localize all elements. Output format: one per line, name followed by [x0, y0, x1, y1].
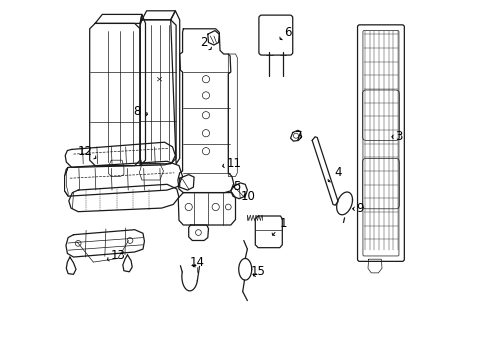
Text: 7: 7 — [294, 130, 302, 143]
Text: 12: 12 — [78, 145, 96, 159]
Text: 14: 14 — [189, 256, 204, 269]
Text: 4: 4 — [327, 166, 341, 182]
Text: 11: 11 — [223, 157, 241, 170]
Text: 5: 5 — [233, 180, 241, 193]
Text: 1: 1 — [272, 217, 286, 235]
Text: 3: 3 — [391, 130, 402, 143]
Text: 15: 15 — [250, 265, 265, 278]
Text: 10: 10 — [240, 190, 255, 203]
Text: 2: 2 — [200, 36, 211, 50]
Text: 13: 13 — [107, 249, 125, 262]
Text: 9: 9 — [352, 202, 363, 215]
Text: 8: 8 — [133, 105, 147, 118]
Text: 6: 6 — [279, 26, 291, 40]
